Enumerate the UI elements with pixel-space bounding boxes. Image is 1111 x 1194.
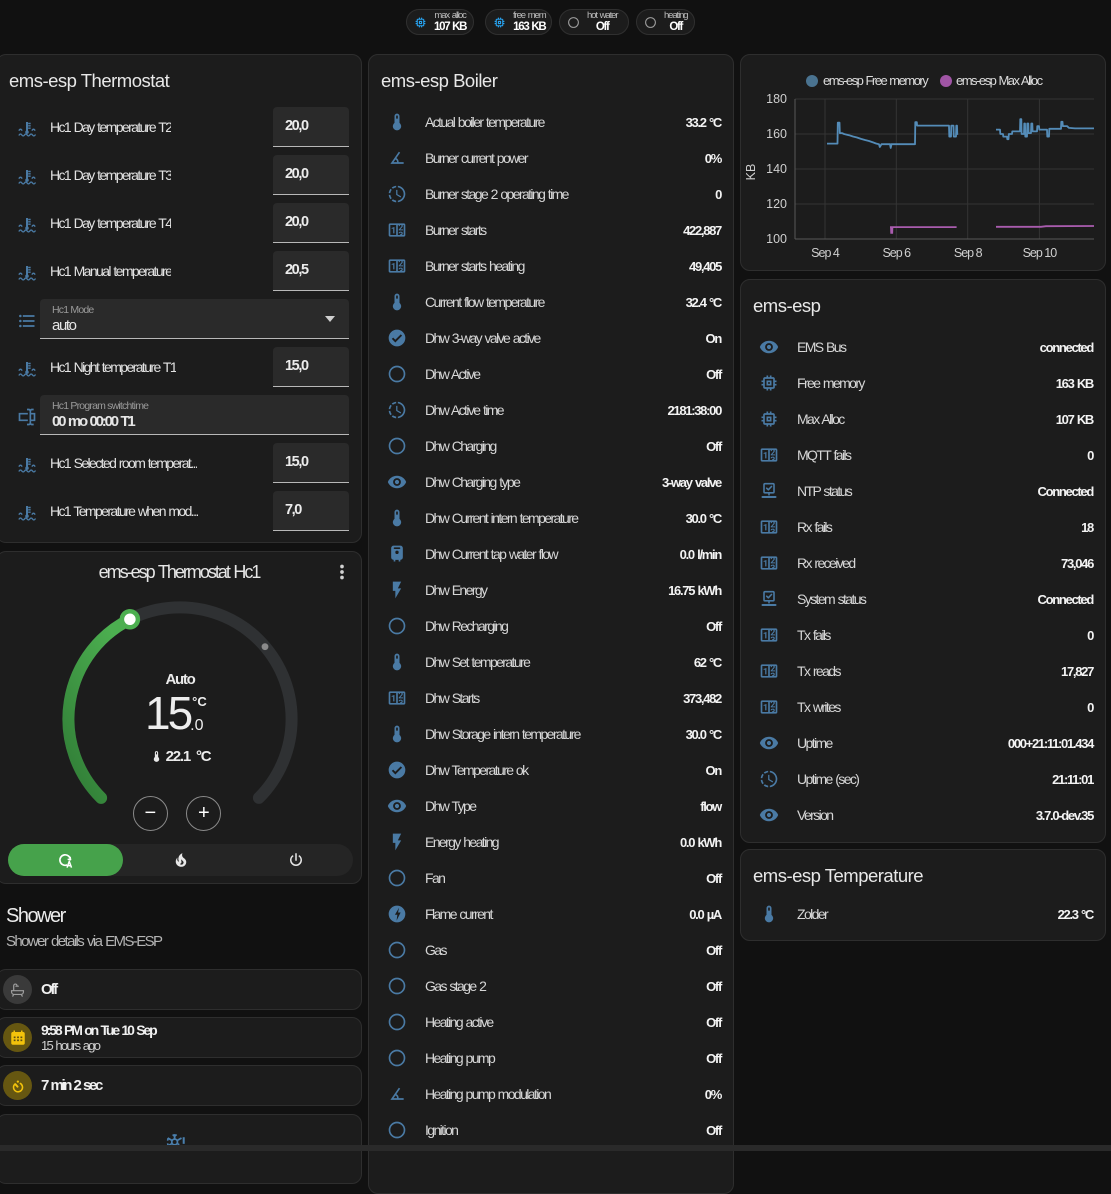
svg-text:160: 160 <box>766 127 787 141</box>
svg-text:KB: KB <box>744 164 758 181</box>
svg-text:Sep 6: Sep 6 <box>882 246 911 260</box>
svg-text:120: 120 <box>766 197 787 211</box>
svg-text:Sep 8: Sep 8 <box>954 246 983 260</box>
svg-text:Sep 10: Sep 10 <box>1023 246 1058 260</box>
svg-text:140: 140 <box>766 162 787 176</box>
svg-text:Sep 4: Sep 4 <box>811 246 840 260</box>
svg-text:180: 180 <box>766 92 787 106</box>
svg-text:100: 100 <box>766 232 787 246</box>
